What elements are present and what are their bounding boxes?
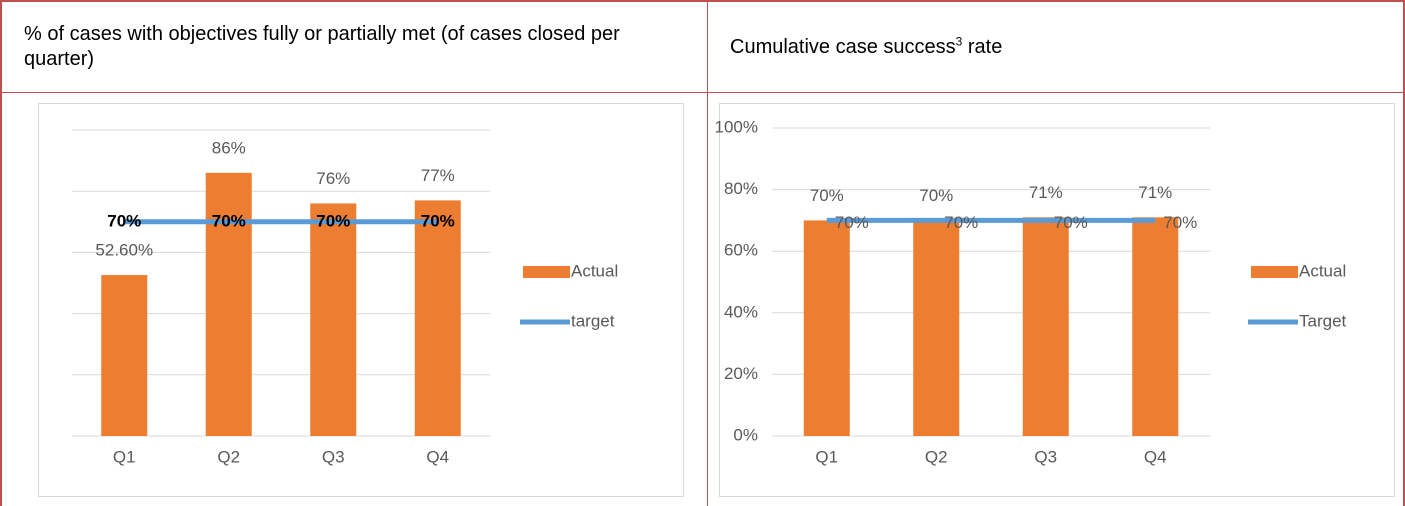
data-label: 71% (1138, 183, 1172, 202)
data-label: 70% (810, 186, 844, 205)
data-label: 70% (316, 211, 350, 230)
legend-label: target (571, 311, 615, 330)
bar (1022, 217, 1069, 436)
legend-swatch (523, 266, 570, 278)
body-cell (707, 92, 1405, 506)
bar (101, 275, 148, 436)
data-label: 77% (421, 166, 455, 185)
x-tick-label: Q2 (925, 447, 948, 466)
superscript: 3 (955, 33, 963, 48)
legend-swatch (1251, 266, 1298, 278)
y-tick-label: 80% (724, 179, 758, 198)
data-label: 70% (944, 213, 978, 232)
header-part: rate (962, 35, 1003, 58)
x-tick-label: Q4 (1144, 447, 1167, 466)
bar (205, 172, 252, 436)
header-text: % of cases with objectives fully or part… (24, 23, 620, 70)
y-tick-label: 20% (724, 364, 758, 383)
y-tick-label: 60% (724, 241, 758, 260)
x-tick-label: Q4 (426, 447, 449, 466)
bar (310, 203, 357, 436)
header-text: Cumulative case success3 rate (730, 35, 1002, 60)
data-label: 70% (421, 211, 455, 230)
bar (1132, 217, 1179, 436)
data-label: 70% (1054, 213, 1088, 232)
bar (414, 200, 461, 436)
y-tick-label: 40% (724, 302, 758, 321)
y-tick-label: 100% (715, 117, 758, 136)
data-label: 70% (212, 211, 246, 230)
x-tick-label: Q3 (1034, 447, 1057, 466)
data-label: 70% (107, 211, 141, 230)
data-label: 76% (316, 169, 350, 188)
legend-label: Target (1299, 311, 1347, 330)
y-tick-label: 0% (733, 425, 758, 444)
x-tick-label: Q3 (322, 447, 345, 466)
x-tick-label: Q1 (815, 447, 838, 466)
bar (913, 220, 960, 436)
x-tick-label: Q1 (113, 447, 136, 466)
legend-label: Actual (1299, 261, 1346, 280)
x-tick-label: Q2 (217, 447, 240, 466)
bar (803, 220, 850, 436)
data-label: 71% (1029, 183, 1063, 202)
data-label: 52.60% (95, 241, 153, 260)
data-label: 70% (919, 186, 953, 205)
data-label: 70% (1163, 213, 1197, 232)
data-label: 86% (212, 138, 246, 157)
legend-label: Actual (571, 261, 618, 280)
header-part: Cumulative case success (730, 35, 956, 58)
data-label: 70% (835, 213, 869, 232)
